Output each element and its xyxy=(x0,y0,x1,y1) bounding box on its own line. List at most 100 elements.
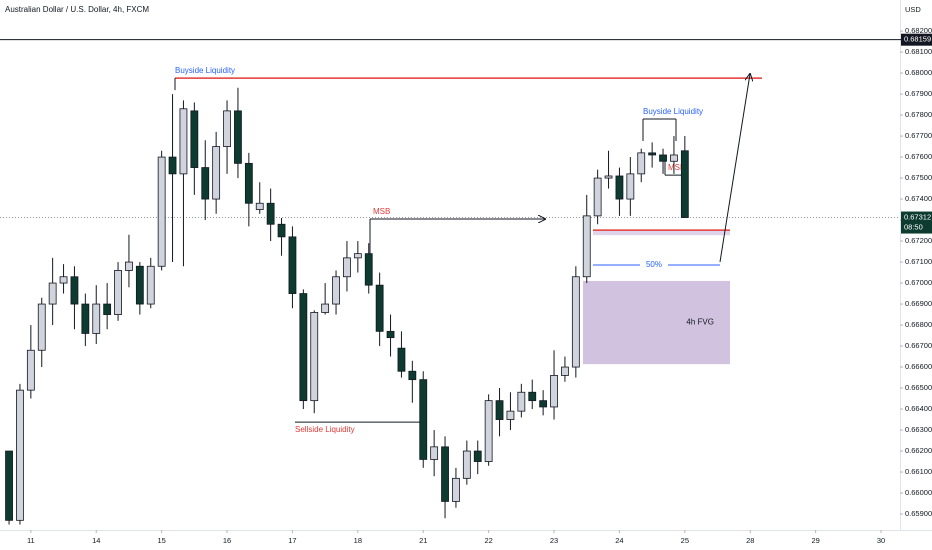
candle-body xyxy=(244,162,253,204)
y-tick-label: 0.67700 xyxy=(905,131,932,140)
candle-body xyxy=(168,156,177,175)
candle-body xyxy=(484,400,493,462)
candle-body xyxy=(26,349,35,391)
candle-body xyxy=(582,215,591,278)
y-tick-label: 0.67800 xyxy=(905,110,932,119)
candle-body xyxy=(364,253,373,286)
y-tick-label: 0.66000 xyxy=(905,488,932,497)
price-badge-label: 0.67312 xyxy=(904,213,931,222)
annotation-label: Sellside Liquidity xyxy=(295,425,355,434)
annotation-label: 50% xyxy=(646,260,662,269)
candle-body xyxy=(539,400,548,408)
candle-body xyxy=(103,303,112,315)
candle-body xyxy=(615,175,624,200)
candle-body xyxy=(626,173,635,200)
y-tick-label: 0.68100 xyxy=(905,47,932,56)
projection-arrow xyxy=(719,74,750,263)
candle-body xyxy=(310,312,319,402)
zone xyxy=(583,280,730,365)
candle-body xyxy=(277,223,286,238)
candle-body xyxy=(201,167,210,200)
candle-body xyxy=(473,450,482,462)
candle-body xyxy=(408,370,417,381)
y-tick-label: 0.67900 xyxy=(905,89,932,98)
candle-body xyxy=(81,303,90,334)
candle-body xyxy=(48,282,57,305)
y-tick-label: 0.67200 xyxy=(905,236,932,245)
candle-body xyxy=(255,202,264,210)
x-tick-label: 11 xyxy=(27,536,35,545)
x-tick-label: 29 xyxy=(811,536,819,545)
x-tick-label: 23 xyxy=(550,536,558,545)
y-tick-label: 0.66400 xyxy=(905,404,932,413)
zone xyxy=(593,230,730,236)
y-tick-label: 0.66800 xyxy=(905,320,932,329)
candle-body xyxy=(70,276,79,305)
candle-body xyxy=(288,236,297,294)
y-tick-label: 0.68000 xyxy=(905,68,932,77)
candle-body xyxy=(495,400,504,420)
annotation-label: MSB xyxy=(373,207,390,216)
candle-body xyxy=(441,446,449,502)
y-tick-label: 0.66100 xyxy=(905,467,932,476)
candle-body xyxy=(528,391,537,402)
candle-body xyxy=(212,146,221,200)
y-tick-label: 0.67600 xyxy=(905,152,932,161)
level-badge xyxy=(901,33,932,46)
candle-body xyxy=(659,154,667,162)
candle-body xyxy=(16,389,24,521)
candle-body xyxy=(430,446,439,460)
price-badge xyxy=(901,211,932,234)
candle-body xyxy=(146,265,155,305)
countdown-label: 08:50 xyxy=(904,223,923,232)
candle-body xyxy=(517,391,526,412)
candle-body xyxy=(386,330,395,339)
candle-body xyxy=(593,177,602,217)
candle-body xyxy=(92,303,101,334)
candle-body xyxy=(114,270,122,315)
x-tick-label: 28 xyxy=(746,536,754,545)
y-tick-label: 0.66200 xyxy=(905,446,932,455)
candle-body xyxy=(397,347,406,372)
level-label: 0.68159 xyxy=(904,35,931,44)
x-tick-label: 25 xyxy=(681,536,689,545)
candle-body xyxy=(648,152,657,156)
candle-body xyxy=(135,265,144,305)
candle-body xyxy=(179,108,188,175)
x-tick-label: 24 xyxy=(615,536,623,545)
y-tick-label: 0.65900 xyxy=(905,509,932,518)
candle-body xyxy=(571,276,580,368)
candle-body xyxy=(550,375,558,408)
candle-body xyxy=(223,110,231,147)
x-tick-label: 15 xyxy=(157,536,165,545)
candle-body xyxy=(353,253,362,259)
y-tick-label: 0.66900 xyxy=(905,299,932,308)
chart-title: Australian Dollar / U.S. Dollar, 4h, FXC… xyxy=(5,5,149,14)
candle-body xyxy=(506,410,515,420)
candle-body xyxy=(561,366,569,376)
y-tick-label: 0.67500 xyxy=(905,173,932,182)
annotation-label: MSB xyxy=(668,163,685,172)
candle-body xyxy=(452,477,460,502)
candle-body xyxy=(157,156,166,267)
x-tick-label: 21 xyxy=(419,536,427,545)
y-tick-label: 0.66700 xyxy=(905,341,932,350)
candle-body xyxy=(234,110,242,164)
candle-body xyxy=(462,450,471,479)
x-tick-label: 30 xyxy=(877,536,885,545)
candle-body xyxy=(604,175,613,179)
candle-body xyxy=(637,152,646,175)
x-tick-label: 16 xyxy=(223,536,231,545)
candle-body xyxy=(343,257,351,278)
zone-label: 4h FVG xyxy=(686,318,714,327)
candle-body xyxy=(670,154,678,162)
candle-body xyxy=(190,110,199,168)
x-tick-label: 17 xyxy=(288,536,296,545)
candle-body xyxy=(299,293,308,402)
candle-body xyxy=(680,150,689,218)
y-tick-label: 0.67400 xyxy=(905,194,932,203)
currency-label: USD xyxy=(905,5,921,14)
candle-body xyxy=(5,450,13,521)
candle-body xyxy=(266,202,275,225)
y-tick-label: 0.66600 xyxy=(905,362,932,371)
